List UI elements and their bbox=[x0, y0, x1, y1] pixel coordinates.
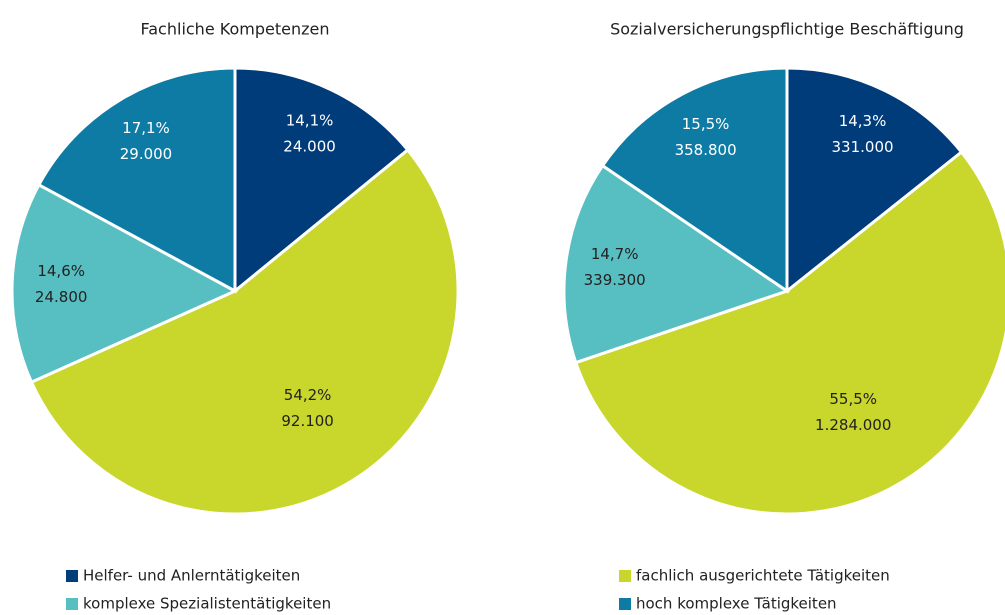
legend-label: Helfer- und Anlerntätigkeiten bbox=[83, 567, 300, 585]
count-label: 358.800 bbox=[675, 141, 737, 159]
chart-title: Sozialversicherungspflichtige Beschäftig… bbox=[610, 20, 964, 39]
count-label: 92.100 bbox=[281, 412, 334, 430]
percent-label: 14,1% bbox=[286, 111, 334, 129]
count-label: 1.284.000 bbox=[815, 416, 891, 434]
pie-slice bbox=[29, 147, 460, 516]
legend-swatch bbox=[66, 598, 78, 610]
legend-swatch bbox=[66, 570, 78, 582]
chart-title: Fachliche Kompetenzen bbox=[141, 20, 330, 39]
legend-label: fachlich ausgerichtete Tätigkeiten bbox=[636, 567, 890, 585]
legend-swatch bbox=[619, 570, 631, 582]
pie-slice bbox=[573, 150, 1005, 516]
count-label: 339.300 bbox=[584, 271, 646, 289]
pie-slice bbox=[233, 66, 410, 295]
legend-label: komplexe Spezialistentätigkeiten bbox=[83, 595, 331, 613]
count-label: 24.800 bbox=[35, 288, 88, 306]
count-label: 331.000 bbox=[832, 138, 894, 156]
pie-slice bbox=[10, 182, 239, 385]
percent-label: 14,6% bbox=[37, 262, 85, 280]
percent-label: 55,5% bbox=[829, 390, 877, 408]
percent-label: 17,1% bbox=[122, 119, 170, 137]
pie-slice bbox=[36, 66, 237, 294]
count-label: 29.000 bbox=[120, 145, 173, 163]
count-label: 24.000 bbox=[283, 137, 336, 155]
percent-label: 54,2% bbox=[284, 386, 332, 404]
percent-label: 14,7% bbox=[591, 245, 639, 263]
percent-label: 14,3% bbox=[839, 112, 887, 130]
pie-slice bbox=[785, 66, 964, 295]
legend-swatch bbox=[619, 598, 631, 610]
pie-slice bbox=[562, 163, 791, 365]
pie-slice bbox=[600, 66, 789, 294]
percent-label: 15,5% bbox=[682, 115, 730, 133]
legend-label: hoch komplexe Tätigkeiten bbox=[636, 595, 837, 613]
